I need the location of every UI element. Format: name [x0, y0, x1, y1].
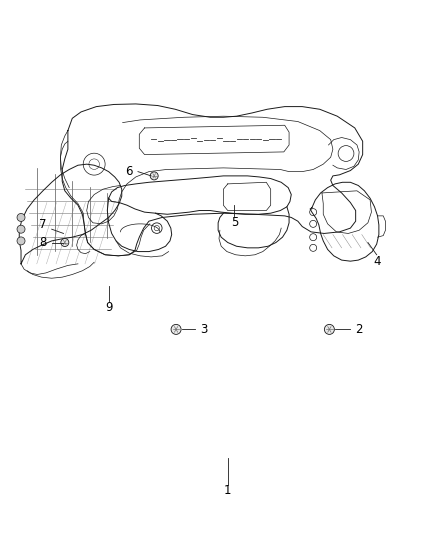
- Text: 8: 8: [39, 236, 46, 249]
- Circle shape: [150, 172, 158, 180]
- Text: 1: 1: [224, 484, 232, 497]
- Text: 9: 9: [105, 301, 113, 313]
- Circle shape: [17, 213, 25, 222]
- Text: 4: 4: [373, 255, 381, 268]
- Text: 7: 7: [39, 219, 47, 231]
- Circle shape: [171, 325, 181, 334]
- Circle shape: [17, 237, 25, 245]
- Text: 2: 2: [355, 323, 363, 336]
- Circle shape: [61, 238, 69, 247]
- Circle shape: [17, 225, 25, 233]
- Circle shape: [325, 325, 334, 334]
- Text: 6: 6: [125, 165, 133, 178]
- Text: 3: 3: [200, 323, 207, 336]
- Text: 5: 5: [231, 216, 238, 229]
